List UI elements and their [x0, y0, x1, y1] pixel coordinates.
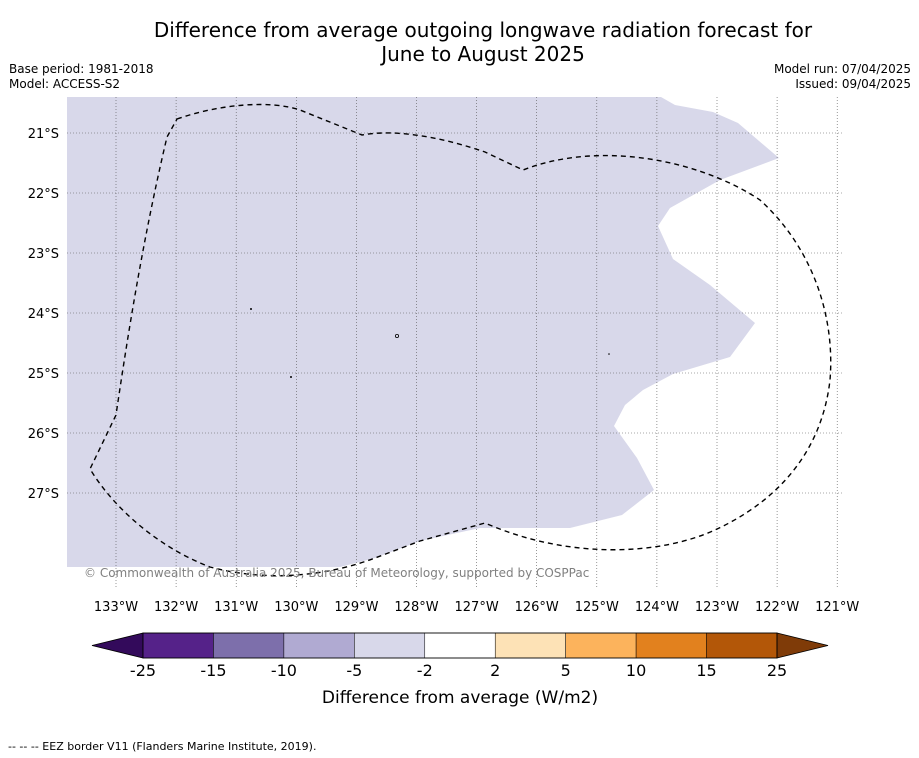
colorbar-low-extend	[91, 632, 144, 659]
colorbar-tick: -5	[346, 661, 362, 680]
latitude-label: 21°S	[28, 127, 59, 142]
longitude-label: 127°W	[455, 600, 499, 615]
colorbar-tick: -15	[200, 661, 226, 680]
issued-date: Issued: 09/04/2025	[795, 77, 911, 91]
colorbar-cell	[424, 632, 496, 659]
latitude-label: 25°S	[28, 367, 59, 382]
colorbar-tick: 10	[626, 661, 646, 680]
colorbar-cell	[213, 632, 285, 659]
colorbar-tick-labels: -25 -15 -10 -5 -2 2 5 10 15 25	[130, 661, 787, 680]
longitude-label: 128°W	[394, 600, 438, 615]
chart-title: Difference from average outgoing longwav…	[0, 18, 919, 66]
colorbar-tick: -2	[417, 661, 433, 680]
latitude-label: 26°S	[28, 427, 59, 442]
colorbar-cell	[354, 632, 426, 659]
colorbar-cell	[635, 632, 707, 659]
colorbar-tick: -10	[271, 661, 297, 680]
longitude-label: 126°W	[515, 600, 559, 615]
latitude-label: 22°S	[28, 187, 59, 202]
colorbar-label: Difference from average (W/m2)	[322, 688, 598, 708]
run-info: Model run: 07/04/2025 Issued: 09/04/2025	[774, 62, 911, 92]
colorbar-cell	[283, 632, 355, 659]
eez-legend-note: -- -- -- EEZ border V11 (Flanders Marine…	[8, 740, 317, 753]
longitude-label: 125°W	[575, 600, 619, 615]
latitude-label: 24°S	[28, 307, 59, 322]
latitude-labels: 21°S 22°S 23°S 24°S 25°S 26°S 27°S	[28, 127, 59, 502]
colorbar-tick: 15	[696, 661, 716, 680]
longitude-label: 121°W	[815, 600, 859, 615]
shaded-anomaly-region	[67, 97, 779, 567]
model-name: Model: ACCESS-S2	[9, 77, 121, 91]
colorbar-high-extend	[776, 632, 829, 659]
colorbar-tick: 5	[561, 661, 571, 680]
colorbar-cell	[494, 632, 566, 659]
longitude-label: 131°W	[214, 600, 258, 615]
colorbar-cell	[565, 632, 637, 659]
longitude-label: 130°W	[274, 600, 318, 615]
longitude-labels: 133°W 132°W 131°W 130°W 129°W 128°W 127°W 126°W…	[94, 600, 860, 615]
title-line-2: June to August 2025	[381, 42, 585, 66]
longitude-label: 124°W	[635, 600, 679, 615]
latitude-label: 27°S	[28, 487, 59, 502]
colorbar-tick: -25	[130, 661, 156, 680]
longitude-label: 133°W	[94, 600, 138, 615]
model-run: Model run: 07/04/2025	[773, 62, 911, 76]
small-islands	[250, 308, 610, 378]
model-info: Base period: 1981-2018 Model: ACCESS-S2	[9, 62, 154, 92]
colorbar-cell	[706, 632, 778, 659]
longitude-label: 132°W	[154, 600, 198, 615]
longitude-label: 129°W	[334, 600, 378, 615]
colorbar-tick: 2	[490, 661, 500, 680]
title-line-1: Difference from average outgoing longwav…	[153, 18, 813, 42]
map-panel: © Commonwealth of Australia 2025, Bureau…	[67, 97, 843, 588]
latitude-label: 23°S	[28, 247, 59, 262]
colorbar-cell	[142, 632, 214, 659]
colorbar: -25 -15 -10 -5 -2 2 5 10 15 25 Difference from av…	[91, 632, 829, 708]
base-period: Base period: 1981-2018	[9, 62, 154, 76]
colorbar-cells	[142, 632, 778, 659]
colorbar-tick: 25	[767, 661, 787, 680]
longitude-label: 123°W	[695, 600, 739, 615]
longitude-label: 122°W	[755, 600, 799, 615]
copyright-text: © Commonwealth of Australia 2025, Bureau…	[84, 566, 589, 580]
graticule	[67, 97, 843, 588]
